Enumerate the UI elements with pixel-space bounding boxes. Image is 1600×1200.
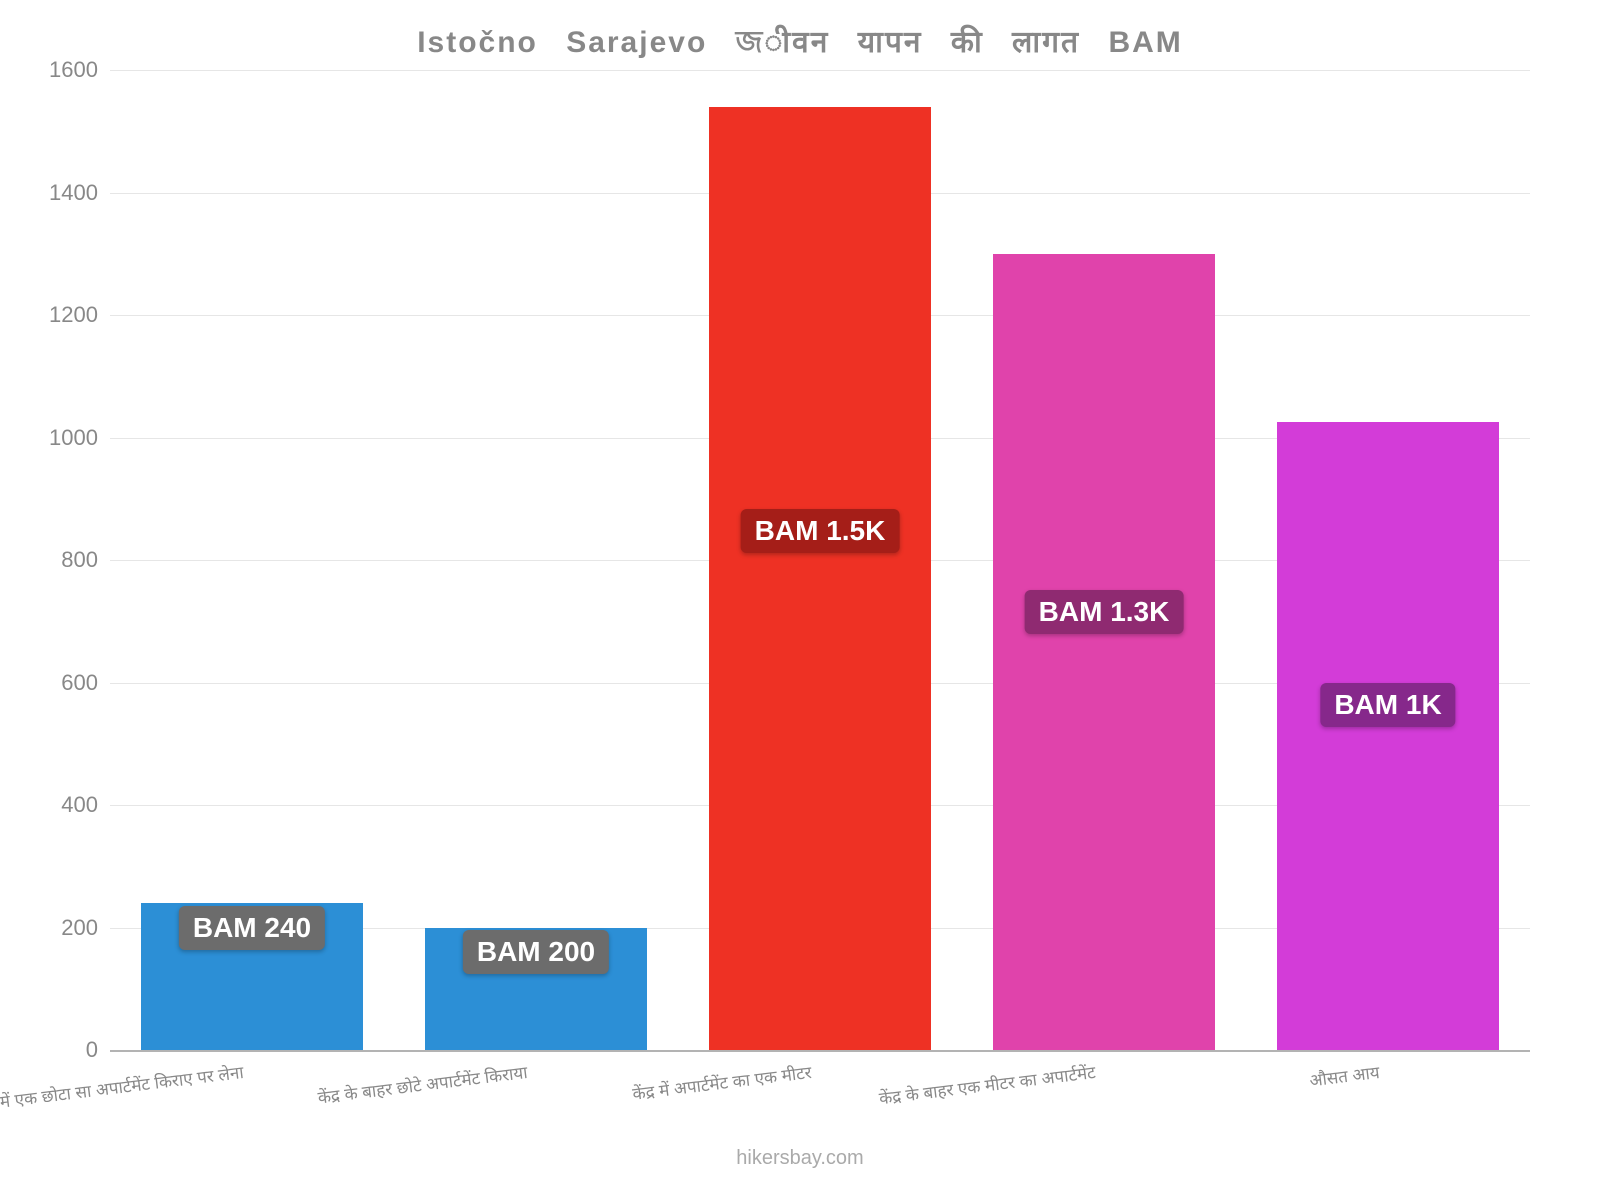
gridline: [110, 70, 1530, 71]
y-tick-label: 1400: [38, 180, 98, 206]
y-tick-label: 0: [38, 1037, 98, 1063]
bar: [993, 254, 1215, 1050]
bar: [709, 107, 931, 1050]
bar-value-label: BAM 240: [179, 906, 325, 950]
x-tick-label: केंद्र के बाहर एक मीटर का अपार्टमेंट: [878, 1060, 1097, 1109]
x-tick-label: केंद्र के बाहर छोटे अपार्टमेंट किराया: [316, 1060, 528, 1109]
y-tick-label: 400: [38, 792, 98, 818]
plot-area: 02004006008001000120014001600BAM 240केंद…: [110, 70, 1530, 1050]
y-tick-label: 1200: [38, 302, 98, 328]
x-tick-label: औसत आय: [1308, 1060, 1381, 1091]
y-tick-label: 800: [38, 547, 98, 573]
y-tick-label: 200: [38, 915, 98, 941]
chart-footer: hikersbay.com: [0, 1147, 1600, 1170]
chart-title: Istočno Sarajevo জीवन यापन की लागत BAM: [0, 0, 1600, 69]
y-tick-label: 1600: [38, 57, 98, 83]
bar-value-label: BAM 200: [463, 930, 609, 974]
y-tick-label: 600: [38, 670, 98, 696]
y-tick-label: 1000: [38, 425, 98, 451]
x-tick-label: केंद्र में अपार्टमेंट का एक मीटर: [631, 1060, 813, 1105]
cost-of-living-chart: Istočno Sarajevo জीवन यापन की लागत BAM 0…: [0, 0, 1600, 1200]
bar: [1277, 422, 1499, 1050]
bar-value-label: BAM 1.3K: [1025, 590, 1184, 634]
bar-value-label: BAM 1K: [1320, 683, 1455, 727]
x-tick-label: केंद्र में एक छोटा सा अपार्टमेंट किराए प…: [0, 1060, 245, 1116]
gridline: [110, 1050, 1530, 1052]
bar-value-label: BAM 1.5K: [741, 509, 900, 553]
